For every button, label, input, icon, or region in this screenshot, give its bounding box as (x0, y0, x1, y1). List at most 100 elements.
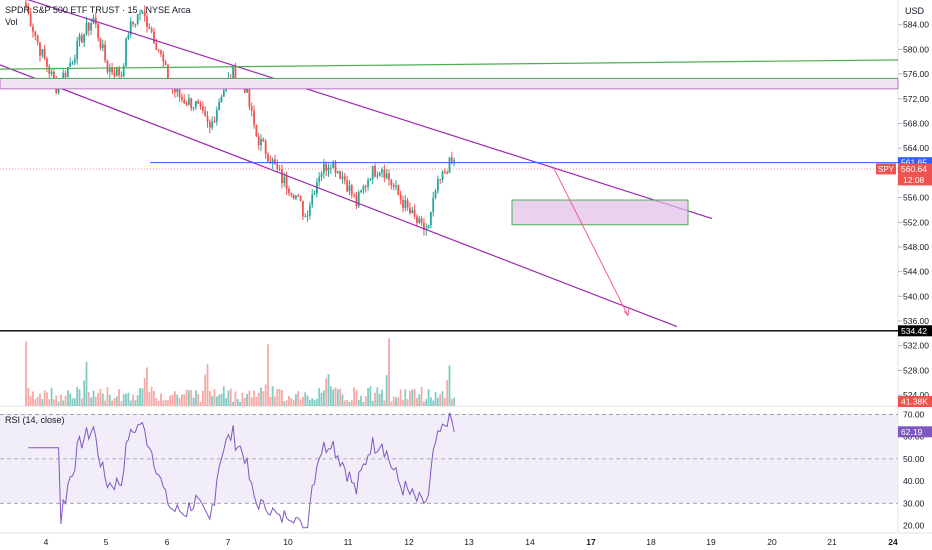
volume-bar (315, 398, 318, 406)
volume-bar (329, 386, 332, 406)
volume-bar (106, 387, 109, 406)
price-tick-label: 576.00 (903, 69, 929, 79)
candle-body (104, 44, 107, 61)
candle-body (429, 211, 432, 226)
volume-bar (204, 374, 207, 406)
candle-body (311, 194, 314, 205)
volume-value-bg (898, 396, 932, 407)
volume-bar (288, 395, 290, 406)
rsi-label: RSI (14, close) (5, 415, 65, 425)
candle-body (213, 121, 216, 123)
price-tick-label: 584.00 (903, 20, 929, 30)
volume-bar (395, 397, 397, 406)
volume-bar (55, 395, 58, 406)
candle-body (392, 184, 395, 187)
volume-bar (385, 375, 388, 406)
volume-bar (141, 388, 144, 406)
candle-body (64, 72, 67, 77)
volume-bar (260, 387, 262, 406)
candle-body (187, 98, 190, 105)
volume-bar (381, 389, 383, 406)
volume-bar (178, 397, 181, 406)
candle-body (320, 173, 323, 177)
volume-bar (343, 400, 346, 406)
volume-bar (336, 389, 339, 406)
candle-body (148, 27, 151, 29)
volume-bar (104, 400, 107, 406)
spy-symbol-tag: SPY (878, 165, 895, 174)
volume-bar (227, 390, 230, 406)
volume-bar (92, 390, 95, 406)
candle-body (397, 185, 400, 195)
candle-body (174, 88, 176, 93)
price-tick-label: 536.00 (903, 316, 929, 326)
candle-body (108, 68, 111, 72)
candle-body (250, 106, 253, 111)
volume-bar (136, 395, 139, 406)
candle-body (153, 31, 155, 44)
volume-bar (348, 401, 351, 406)
volume-bar (436, 397, 439, 406)
volume-bar (443, 398, 446, 406)
candle-body (234, 67, 237, 84)
candle-body (80, 35, 83, 43)
candle-body (322, 163, 325, 174)
volume-bar (167, 400, 169, 406)
volume-bar (218, 394, 221, 406)
volume-bar (87, 392, 90, 406)
candle-body (264, 141, 267, 155)
candle-body (164, 62, 167, 65)
volume-bar (355, 389, 358, 406)
volume-bar (118, 388, 120, 406)
volume-value-tag: 41.38K (901, 397, 928, 407)
volume-bar (290, 397, 293, 406)
price-tick-label: 524.00 (903, 390, 929, 400)
time-tick-label: 10 (283, 537, 293, 547)
volume-bar (250, 397, 253, 406)
candle-body (313, 193, 316, 195)
volume-bar (364, 396, 367, 406)
volume-bar (327, 374, 330, 406)
candle-body (220, 96, 223, 103)
volume-bar (73, 398, 76, 406)
candle-body (306, 215, 309, 217)
candle-body (27, 6, 30, 13)
volume-bar (402, 399, 404, 406)
volume-bar (192, 397, 195, 406)
volume-bar (446, 380, 449, 406)
candle-body (262, 138, 265, 142)
volume-bar (199, 401, 202, 406)
volume-bar (48, 399, 51, 406)
volume-bar (183, 394, 186, 406)
candle-body (185, 103, 188, 105)
candle-body (201, 106, 204, 111)
volume-bar (360, 395, 362, 406)
candle-body (192, 107, 195, 109)
time-tick-label: 24 (888, 537, 898, 547)
volume-bar (201, 390, 204, 406)
volume-bar (388, 338, 390, 406)
currency-label[interactable]: USD (905, 6, 925, 16)
candle-body (150, 28, 153, 32)
volume-bar (420, 386, 423, 406)
candles (25, 0, 456, 236)
candle-body (295, 195, 297, 199)
volume-bar (64, 395, 67, 406)
volume-bar (25, 341, 27, 406)
candle-body (206, 116, 209, 122)
time-tick-label: 17 (586, 537, 596, 547)
candle-body (341, 176, 344, 179)
volume-bar (332, 389, 335, 406)
volume-bar (253, 390, 255, 406)
candle-body (248, 89, 251, 107)
candle-body (411, 210, 414, 214)
volume-bar (232, 401, 234, 406)
spy-price-tag: 560.64 (901, 164, 927, 174)
volume-bar (397, 397, 400, 406)
volume-bar (111, 400, 113, 406)
candle-body (155, 43, 158, 50)
candle-body (76, 40, 79, 60)
candle-body (34, 31, 37, 36)
candle-body (46, 58, 48, 67)
